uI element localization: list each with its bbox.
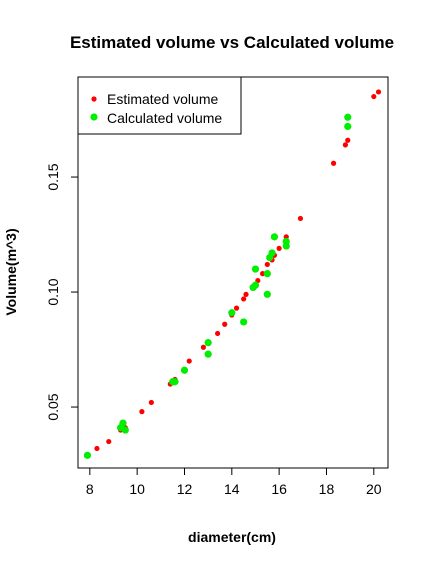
legend-marker-estimated — [91, 96, 97, 102]
data-point-estimated — [330, 160, 337, 166]
data-point-estimated — [297, 215, 304, 222]
data-point-estimated — [200, 344, 207, 350]
data-point-calculated — [240, 318, 248, 326]
y-tick-label: 0.05 — [45, 393, 61, 420]
data-point-estimated — [276, 245, 282, 251]
x-tick-label: 10 — [129, 481, 145, 497]
data-point-calculated — [83, 451, 92, 459]
x-tick-label: 20 — [366, 481, 382, 497]
data-point-estimated — [259, 271, 266, 277]
data-point-calculated — [251, 265, 260, 273]
x-axis-label: diameter(cm) — [188, 529, 276, 545]
data-point-calculated — [171, 378, 179, 386]
data-point-calculated — [119, 419, 127, 427]
data-point-calculated — [344, 113, 352, 121]
data-point-calculated — [263, 290, 271, 298]
series-calculated-volume — [83, 113, 352, 459]
data-point-estimated — [148, 399, 154, 406]
x-tick-label: 14 — [224, 481, 240, 497]
data-point-estimated — [243, 291, 249, 297]
y-axis-label: Volume(m^3) — [3, 228, 19, 315]
data-point-estimated — [186, 358, 192, 364]
legend-box — [77, 76, 242, 135]
data-point-calculated — [204, 350, 212, 358]
chart-title: Estimated volume vs Calculated volume — [70, 33, 394, 52]
data-point-calculated — [251, 281, 260, 289]
x-tick-label: 8 — [86, 481, 94, 497]
data-point-calculated — [268, 249, 276, 257]
data-point-calculated — [282, 237, 290, 246]
data-point-estimated — [94, 445, 100, 452]
y-tick-label: 0.15 — [45, 163, 61, 190]
data-point-calculated — [228, 309, 236, 317]
series-estimated-volume — [94, 89, 382, 452]
legend-label-estimated: Estimated volume — [107, 91, 218, 107]
x-tick-label: 16 — [271, 481, 287, 497]
data-point-estimated — [106, 438, 112, 445]
data-point-estimated — [215, 330, 221, 337]
data-point-estimated — [139, 409, 145, 415]
legend: Estimated volume Calculated volume — [77, 76, 242, 135]
data-point-estimated — [371, 93, 377, 100]
y-tick-label: 0.10 — [45, 278, 61, 305]
x-tick-label: 12 — [177, 481, 193, 497]
x-tick-label: 18 — [319, 481, 335, 497]
data-point-calculated — [204, 339, 212, 347]
y-axis: 0.05 0.10 0.15 — [45, 163, 79, 421]
data-point-estimated — [375, 89, 382, 95]
data-point-estimated — [264, 261, 270, 268]
data-point-calculated — [344, 122, 352, 131]
legend-label-calculated: Calculated volume — [107, 110, 222, 126]
data-point-estimated — [233, 305, 240, 311]
data-point-estimated — [342, 142, 349, 148]
data-point-estimated — [241, 296, 247, 302]
data-point-estimated — [345, 137, 351, 143]
data-point-calculated — [180, 366, 189, 374]
legend-marker-calculated — [90, 113, 98, 121]
data-point-calculated — [270, 233, 279, 241]
x-axis: 8 10 12 14 16 18 20 — [86, 467, 382, 497]
data-point-estimated — [222, 321, 228, 327]
data-point-calculated — [121, 426, 129, 434]
data-point-calculated — [263, 270, 271, 278]
plot-frame — [77, 76, 389, 469]
